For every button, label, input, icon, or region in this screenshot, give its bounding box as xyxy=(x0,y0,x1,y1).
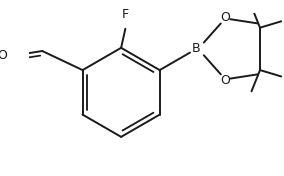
Text: B: B xyxy=(192,42,201,55)
Text: F: F xyxy=(122,8,129,21)
Text: O: O xyxy=(220,74,230,87)
Text: O: O xyxy=(220,11,230,24)
Text: O: O xyxy=(0,49,7,62)
